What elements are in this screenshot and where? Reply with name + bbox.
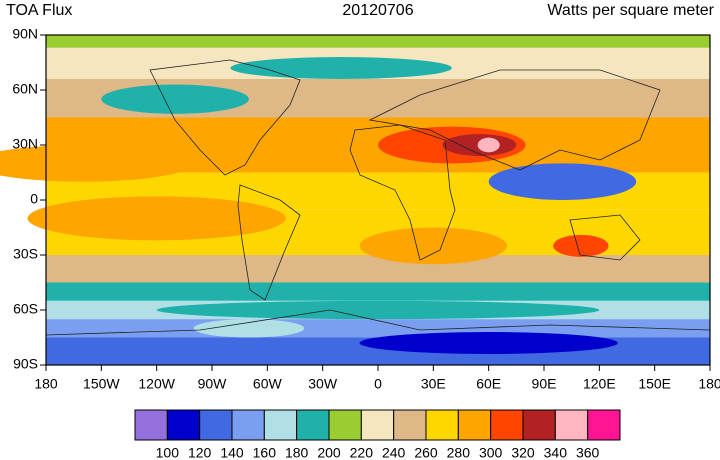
colorbar-box xyxy=(134,409,168,441)
colorbar-label: 180 xyxy=(285,445,309,460)
colorbar-label: 120 xyxy=(188,445,212,460)
field-blob xyxy=(193,319,305,338)
colorbar-box xyxy=(231,409,265,441)
y-tick-label: 60N xyxy=(12,81,38,97)
field-blob xyxy=(156,300,600,320)
colorbar-label: 240 xyxy=(382,445,406,460)
x-tick-label: 180 xyxy=(34,376,58,392)
flux-field xyxy=(0,35,710,365)
colorbar-box xyxy=(425,409,459,441)
colorbar-box xyxy=(296,409,330,441)
x-tick-label: 30E xyxy=(421,376,446,392)
x-tick-label: 120E xyxy=(583,376,616,392)
y-tick-label: 30N xyxy=(12,136,38,152)
title-right: Watts per square meter xyxy=(547,2,714,19)
x-tick-label: 150W xyxy=(83,376,120,392)
field-band xyxy=(46,35,710,48)
field-blob xyxy=(230,57,452,79)
colorbar-label: 220 xyxy=(350,445,374,460)
x-tick-label: 60W xyxy=(253,376,283,392)
field-band xyxy=(46,255,710,283)
field-blob xyxy=(477,137,500,153)
x-tick-label: 0 xyxy=(374,376,382,392)
title-left: TOA Flux xyxy=(6,2,72,19)
colorbar-box xyxy=(393,409,427,441)
field-blob xyxy=(359,227,508,265)
x-tick-label: 150E xyxy=(638,376,671,392)
colorbar-box xyxy=(360,409,395,441)
colorbar-box xyxy=(263,409,298,441)
field-blob xyxy=(101,84,249,114)
field-blob xyxy=(27,196,286,241)
colorbar-box xyxy=(166,409,201,441)
colorbar-box xyxy=(328,409,362,441)
coastlines xyxy=(45,59,711,336)
field-blob xyxy=(488,163,637,201)
y-tick-label: 0 xyxy=(30,191,38,207)
x-tick-label: 120W xyxy=(138,376,175,392)
colorbar-label: 100 xyxy=(156,445,180,460)
colorbar-label: 280 xyxy=(447,445,471,460)
colorbar-label: 260 xyxy=(414,445,438,460)
x-tick-label: 90W xyxy=(198,376,228,392)
x-tick-label: 60E xyxy=(476,376,501,392)
colorbar-label: 160 xyxy=(253,445,277,460)
colorbar-box xyxy=(490,409,524,441)
colorbar-label: 320 xyxy=(511,445,535,460)
field-blob xyxy=(0,145,194,182)
y-tick-label: 30S xyxy=(13,246,38,262)
title-center: 20120706 xyxy=(342,2,413,19)
colorbar-label: 360 xyxy=(576,445,600,460)
colorbar-label: 300 xyxy=(479,445,503,460)
field-band xyxy=(46,319,710,338)
y-tick-label: 90S xyxy=(13,356,38,372)
colorbar-box xyxy=(199,409,233,441)
colorbar-label: 340 xyxy=(544,445,568,460)
colorbar-box xyxy=(457,409,492,441)
colorbar-box xyxy=(587,409,621,441)
field-band xyxy=(46,282,710,301)
field-blob xyxy=(553,234,609,257)
colorbar-label: 140 xyxy=(220,445,244,460)
y-tick-label: 60S xyxy=(13,301,38,317)
y-tick-label: 90N xyxy=(12,26,38,42)
colorbar-box xyxy=(554,409,589,441)
colorbar-box xyxy=(522,409,556,441)
field-blob xyxy=(359,332,618,354)
x-tick-label: 30W xyxy=(308,376,338,392)
colorbar-label: 200 xyxy=(317,445,341,460)
x-tick-label: 180 xyxy=(698,376,720,392)
x-tick-label: 90E xyxy=(532,376,557,392)
